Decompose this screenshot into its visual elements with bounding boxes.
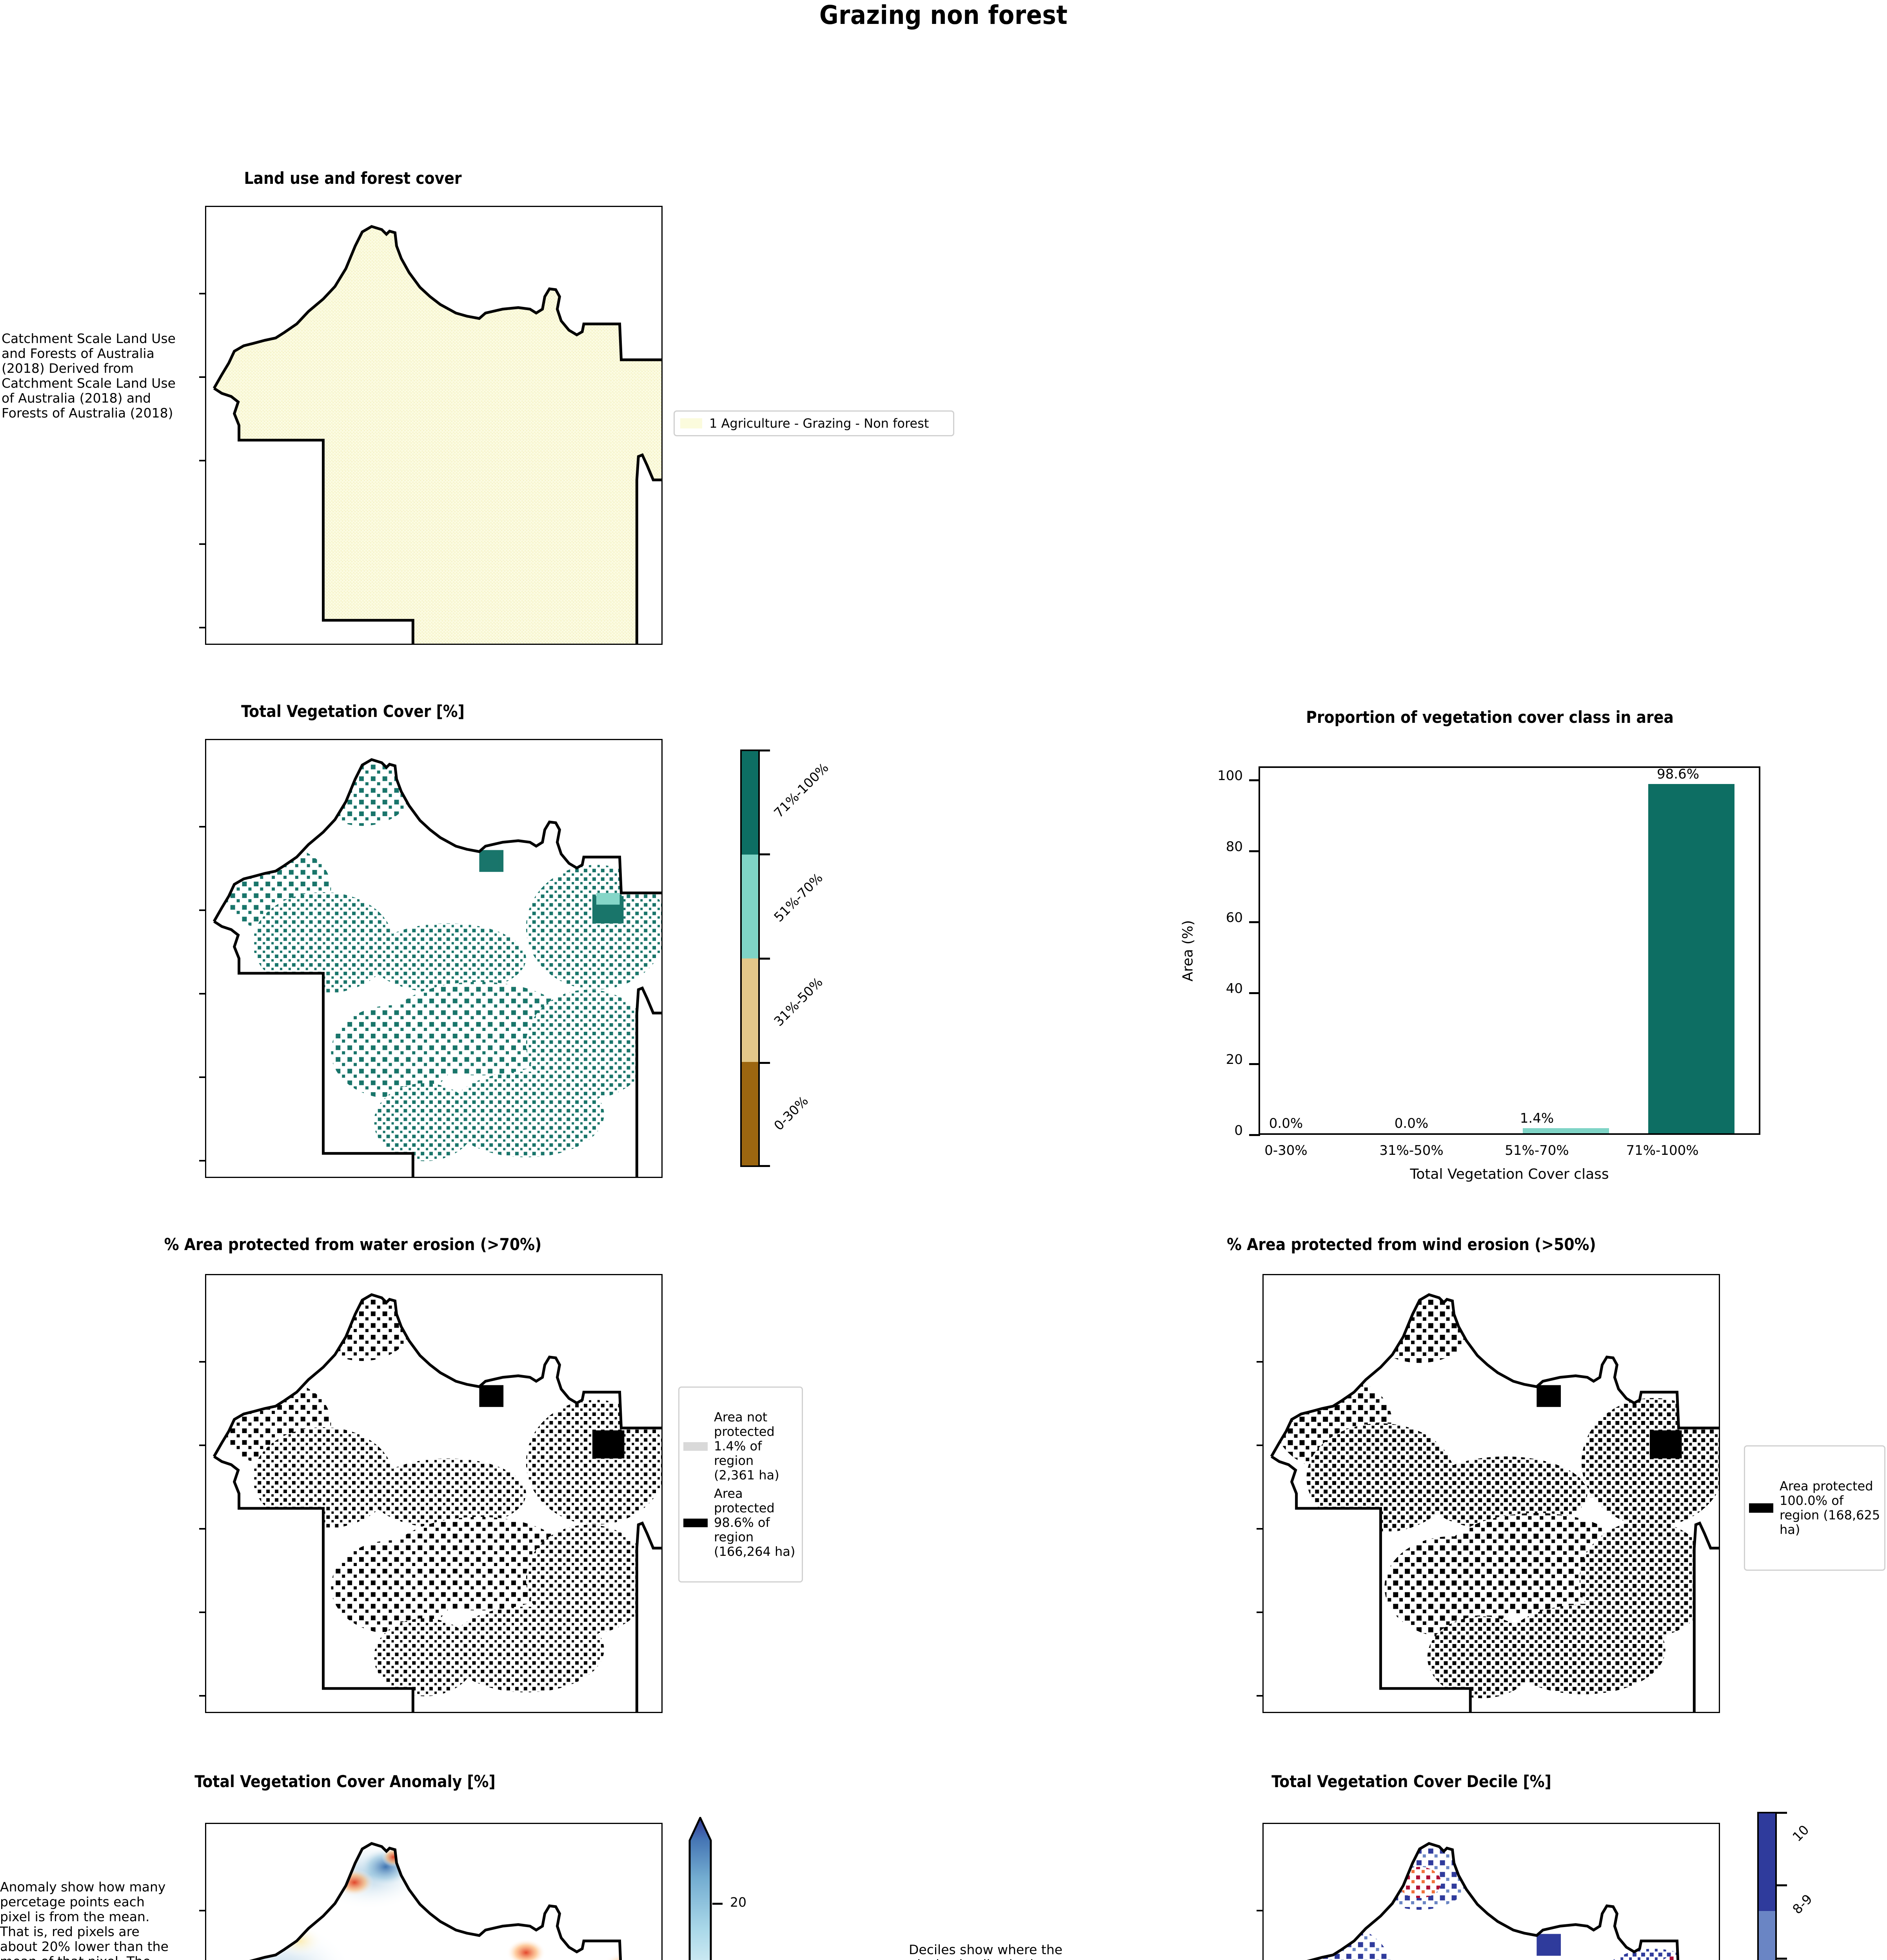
colorbar-label-51-70: 51%-70% [771, 870, 826, 925]
landuse-source-note: Catchment Scale Land Use and Forests of … [2, 331, 176, 421]
decile-label-10: 10 [1789, 1822, 1812, 1845]
water-erosion-legend[interactable]: Area not protected 1.4% of region (2,361… [678, 1387, 803, 1583]
colorbar-segment-0-30 [742, 1062, 758, 1165]
wind-erosion-legend[interactable]: Area protected 100.0% of region (168,625… [1744, 1445, 1885, 1571]
bar-value-51-70: 1.4% [1520, 1111, 1554, 1126]
water-erosion-map-svg [212, 1293, 661, 1712]
bar-71-100[interactable] [1648, 784, 1734, 1133]
legend-item-area-protected: Area protected 100.0% of region (168,625… [1745, 1479, 1884, 1537]
legend-item-area-protected: Area protected 98.6% of region (166,264 … [679, 1483, 802, 1559]
legend-swatch-protected [683, 1518, 708, 1527]
water-erosion-map[interactable] [205, 1274, 663, 1713]
legend-label: Area not protected 1.4% of region (2,361… [714, 1410, 779, 1483]
y-tick-60: 60 [1226, 910, 1243, 926]
bar-value-71-100: 98.6% [1656, 766, 1699, 782]
y-tick-100: 100 [1217, 768, 1243, 784]
legend-item-area-not-protected: Area not protected 1.4% of region (2,361… [679, 1410, 802, 1483]
bar-chart-xlabel: Total Vegetation Cover class [1410, 1166, 1609, 1182]
y-tick-40: 40 [1226, 981, 1243, 996]
bar-chart[interactable]: 0 20 40 60 80 100 0-30% 31%-50% 51%-70% … [1153, 760, 1780, 1207]
x-tick-31-50: 31%-50% [1379, 1143, 1444, 1158]
wind-erosion-map[interactable] [1262, 1274, 1720, 1713]
bar-chart-plot-area [1259, 766, 1760, 1135]
water-erosion-axis-ticks [196, 1274, 205, 1713]
veg-cover-axis-ticks [196, 739, 205, 1178]
colorbar-segment-51-70 [742, 855, 758, 958]
bar-chart-title: Proportion of vegetation cover class in … [1306, 708, 1674, 727]
veg-cover-panel-title: Total Vegetation Cover [%] [241, 702, 465, 721]
colorbar-segment-10 [1759, 1813, 1775, 1911]
decile-axis-ticks [1253, 1823, 1263, 1960]
colorbar-label-71-100: 71%-100% [771, 760, 832, 821]
x-tick-71-100: 71%-100% [1626, 1143, 1699, 1158]
veg-cover-colorbar[interactable] [740, 750, 760, 1167]
x-tick-0-30: 0-30% [1264, 1143, 1308, 1158]
colorbar-label-31-50: 31%-50% [771, 974, 826, 1029]
bar-value-31-50: 0.0% [1394, 1116, 1429, 1131]
legend-swatch-protected [1749, 1503, 1773, 1513]
landuse-axis-ticks [196, 206, 205, 645]
anomaly-colorbar-svg [688, 1815, 712, 1960]
bar-51-70[interactable] [1523, 1128, 1609, 1133]
decile-panel-title: Total Vegetation Cover Decile [%] [1271, 1772, 1551, 1791]
anomaly-explanation-note: Anomaly show how many percetage points e… [0, 1879, 169, 1960]
anomaly-tick-label-20: 20 [730, 1895, 746, 1910]
landuse-legend[interactable]: 1 Agriculture - Grazing - Non forest [674, 410, 954, 436]
page-title: Grazing non forest [819, 0, 1068, 30]
anomaly-colorbar-ticks [712, 1817, 724, 1960]
bar-chart-ylabel: Area (%) [1180, 920, 1196, 982]
decile-map-svg [1271, 1842, 1719, 1960]
colorbar-segment-8-9 [1759, 1911, 1775, 1960]
landuse-map[interactable] [205, 206, 663, 645]
landuse-map-svg [212, 225, 661, 644]
landuse-panel-title: Land use and forest cover [244, 169, 462, 188]
legend-label: Area protected 98.6% of region (166,264 … [714, 1486, 795, 1559]
y-tick-80: 80 [1226, 839, 1243, 855]
legend-swatch-agriculture-grazing-non-forest [680, 418, 702, 428]
water-erosion-panel-title: % Area protected from water erosion (>70… [164, 1235, 542, 1254]
anomaly-map[interactable] [205, 1823, 663, 1960]
decile-label-8-9: 8-9 [1789, 1891, 1815, 1917]
decile-colorbar[interactable] [1757, 1812, 1777, 1960]
x-tick-51-70: 51%-70% [1505, 1143, 1569, 1158]
anomaly-map-svg [214, 1842, 661, 1960]
decile-map[interactable] [1262, 1823, 1720, 1960]
y-tick-0: 0 [1234, 1123, 1243, 1138]
y-tick-20: 20 [1226, 1052, 1243, 1067]
anomaly-colorbar[interactable] [688, 1815, 712, 1960]
decile-colorbar-ticks [1777, 1812, 1789, 1960]
colorbar-label-0-30: 0-30% [771, 1093, 811, 1134]
anomaly-axis-ticks [196, 1823, 205, 1960]
wind-erosion-panel-title: % Area protected from wind erosion (>50%… [1227, 1235, 1596, 1254]
veg-cover-map-svg [212, 758, 661, 1177]
legend-swatch-not-protected [683, 1442, 708, 1451]
bar-value-0-30: 0.0% [1269, 1116, 1303, 1131]
legend-item: 1 Agriculture - Grazing - Non forest [680, 416, 953, 431]
wind-erosion-map-svg [1270, 1293, 1719, 1712]
wind-erosion-axis-ticks [1253, 1274, 1263, 1713]
bar-chart-y-axis [1247, 766, 1260, 1136]
legend-label: 1 Agriculture - Grazing - Non forest [709, 416, 929, 431]
legend-label: Area protected 100.0% of region (168,625… [1780, 1479, 1880, 1537]
colorbar-segment-31-50 [742, 958, 758, 1062]
veg-cover-colorbar-ticks [760, 750, 772, 1167]
colorbar-segment-71-100 [742, 751, 758, 855]
veg-cover-map[interactable] [205, 739, 663, 1178]
anomaly-panel-title: Total Vegetation Cover Anomaly [%] [194, 1772, 496, 1791]
decile-explanation-note: Deciles show where the pixel value lies … [909, 1942, 1062, 1960]
